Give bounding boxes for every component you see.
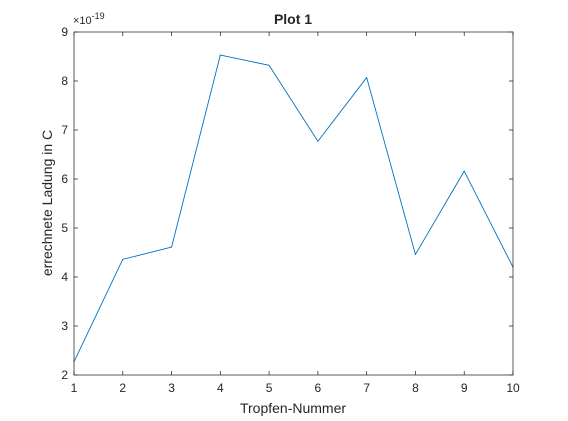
y-tick-label: 8	[61, 74, 68, 88]
x-tick-labels: 1 2 3 4 5 6 7 8 9 10	[71, 381, 520, 395]
y-tick-label: 4	[61, 270, 68, 284]
y-tick-labels: 2 3 4 5 6 7 8 9	[61, 25, 68, 382]
data-point	[317, 140, 319, 142]
x-tick-label: 1	[71, 381, 78, 395]
y-tick-label: 6	[61, 172, 68, 186]
plot-area	[74, 32, 513, 375]
data-point	[122, 258, 124, 260]
exponent-power: -19	[92, 11, 105, 21]
data-point	[219, 54, 221, 56]
exponent-base: ×10	[73, 15, 92, 27]
series-layer	[73, 54, 514, 363]
axis-exponent-label: ×10-19	[73, 11, 105, 27]
y-tick-label: 3	[61, 319, 68, 333]
y-tick-label: 2	[61, 368, 68, 382]
data-point	[171, 246, 173, 248]
data-point	[414, 253, 416, 255]
y-tick-label: 9	[61, 25, 68, 39]
series-line	[73, 54, 514, 362]
x-tick-label: 5	[266, 381, 273, 395]
x-tick-label: 3	[168, 381, 175, 395]
x-axis-label: Tropfen-Nummer	[240, 400, 346, 416]
data-point	[366, 77, 368, 79]
y-tick-label: 7	[61, 123, 68, 137]
data-point	[268, 64, 270, 66]
axes-box	[73, 31, 514, 376]
data-point	[463, 170, 465, 172]
x-tick-label: 7	[363, 381, 370, 395]
x-tick-label: 9	[461, 381, 468, 395]
chart-title: Plot 1	[274, 11, 312, 27]
x-tick-label: 4	[217, 381, 224, 395]
y-tick-label: 5	[61, 221, 68, 235]
x-tick-label: 8	[412, 381, 419, 395]
y-axis-label: errechnete Ladung in C	[39, 130, 55, 276]
x-tick-label: 2	[119, 381, 126, 395]
x-tick-label: 6	[315, 381, 322, 395]
x-tick-label: 10	[506, 381, 520, 395]
